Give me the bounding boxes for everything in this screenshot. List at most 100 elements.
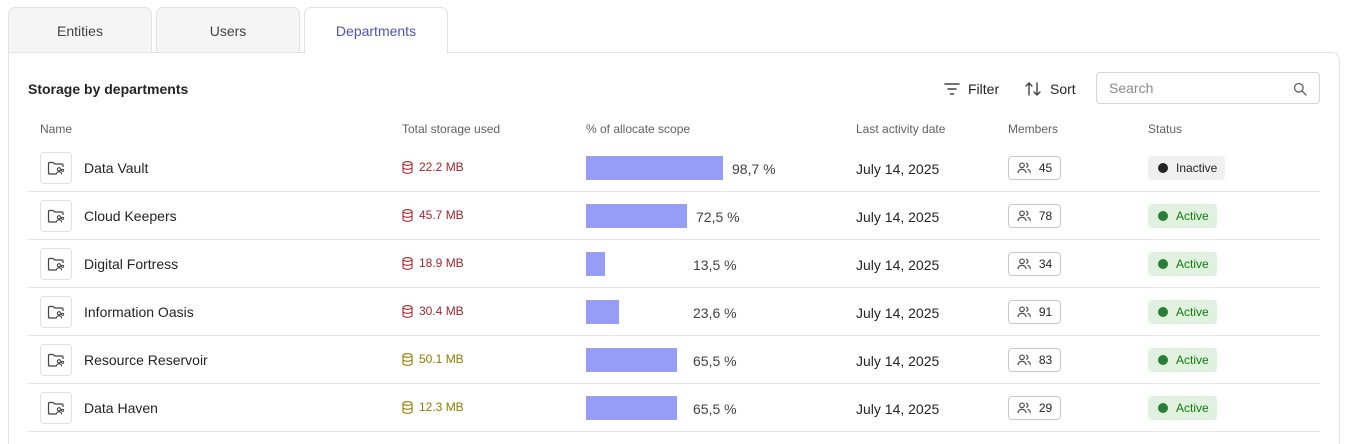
scope-bar <box>586 396 677 420</box>
scope-bar <box>586 252 605 276</box>
database-icon <box>402 400 413 414</box>
status-label: Inactive <box>1176 161 1218 175</box>
people-icon <box>1017 258 1031 270</box>
people-icon <box>1017 162 1031 174</box>
filter-button[interactable]: Filter <box>944 79 999 99</box>
people-icon <box>1017 210 1031 222</box>
status-label: Active <box>1176 209 1209 223</box>
table-row[interactable]: Digital Fortress 18.9 MB 13,5 % July 14,… <box>28 240 1320 288</box>
scope-percent: 13,5 % <box>693 257 737 273</box>
storage-used: 22.2 MB <box>402 160 464 174</box>
column-header-storage[interactable]: Total storage used <box>402 122 501 136</box>
last-activity-date: July 14, 2025 <box>856 305 940 321</box>
department-name[interactable]: Cloud Keepers <box>84 208 177 224</box>
department-name[interactable]: Digital Fortress <box>84 256 179 272</box>
status-dot <box>1158 307 1168 317</box>
storage-used: 18.9 MB <box>402 256 464 270</box>
scope-percent: 98,7 % <box>732 161 776 177</box>
tab-label: Users <box>209 22 247 39</box>
department-name[interactable]: Resource Reservoir <box>84 352 208 368</box>
status-badge: Active <box>1148 300 1217 324</box>
storage-value: 45.7 MB <box>419 208 464 222</box>
database-icon <box>402 304 413 318</box>
tab-departments[interactable]: Departments <box>304 7 448 54</box>
scope-bar <box>586 300 619 324</box>
column-header-status[interactable]: Status <box>1148 122 1183 136</box>
tab-users[interactable]: Users <box>156 7 300 53</box>
scope-percent: 65,5 % <box>693 353 737 369</box>
last-activity-date: July 14, 2025 <box>856 209 940 225</box>
department-folder-icon <box>40 152 72 184</box>
sort-button[interactable]: Sort <box>1024 79 1076 99</box>
storage-used: 30.4 MB <box>402 304 464 318</box>
status-dot <box>1158 259 1168 269</box>
people-icon <box>1017 306 1031 318</box>
status-dot <box>1158 355 1168 365</box>
status-dot <box>1158 403 1168 413</box>
status-label: Active <box>1176 353 1209 367</box>
storage-used: 45.7 MB <box>402 208 464 222</box>
members-count: 34 <box>1038 257 1053 271</box>
search-input[interactable] <box>1109 80 1289 96</box>
scope-bar <box>586 156 723 180</box>
scope-bar <box>586 204 687 228</box>
last-activity-date: July 14, 2025 <box>856 161 940 177</box>
table-row[interactable]: Data Vault 22.2 MB 98,7 % July 14, 2025 … <box>28 144 1320 192</box>
database-icon <box>402 256 413 270</box>
scope-percent: 72,5 % <box>696 209 740 225</box>
members-count: 78 <box>1038 209 1053 223</box>
tab-label: Departments <box>335 23 417 39</box>
members-button[interactable]: 91 <box>1008 300 1061 324</box>
last-activity-date: July 14, 2025 <box>856 401 940 417</box>
storage-value: 30.4 MB <box>419 304 464 318</box>
database-icon <box>402 208 413 222</box>
storage-value: 18.9 MB <box>419 256 464 270</box>
table-row[interactable]: Data Haven 12.3 MB 65,5 % July 14, 2025 … <box>28 384 1320 432</box>
column-header-scope[interactable]: % of allocate scope <box>586 122 691 136</box>
tab-entities[interactable]: Entities <box>8 7 152 53</box>
sort-label: Sort <box>1050 81 1076 97</box>
members-button[interactable]: 78 <box>1008 204 1061 228</box>
column-header-name[interactable]: Name <box>40 122 73 136</box>
status-dot <box>1158 163 1168 173</box>
storage-value: 12.3 MB <box>419 400 464 414</box>
members-button[interactable]: 83 <box>1008 348 1061 372</box>
panel-title: Storage by departments <box>28 81 189 97</box>
members-count: 29 <box>1038 401 1053 415</box>
department-name[interactable]: Data Vault <box>84 160 149 176</box>
department-folder-icon <box>40 296 72 328</box>
people-icon <box>1017 402 1031 414</box>
status-badge: Active <box>1148 204 1217 228</box>
department-folder-icon <box>40 248 72 280</box>
status-label: Active <box>1176 257 1209 271</box>
status-badge: Active <box>1148 396 1217 420</box>
tab-label: Entities <box>57 22 103 39</box>
status-badge: Active <box>1148 252 1217 276</box>
search-icon[interactable] <box>1293 82 1307 96</box>
filter-icon <box>944 83 960 95</box>
department-folder-icon <box>40 200 72 232</box>
scope-bar <box>586 348 677 372</box>
last-activity-date: July 14, 2025 <box>856 257 940 273</box>
table-row[interactable]: Information Oasis 30.4 MB 23,6 % July 14… <box>28 288 1320 336</box>
storage-value: 50.1 MB <box>419 352 464 366</box>
table-row[interactable]: Resource Reservoir 50.1 MB 65,5 % July 1… <box>28 336 1320 384</box>
departments-table: Data Vault 22.2 MB 98,7 % July 14, 2025 … <box>28 144 1320 432</box>
members-button[interactable]: 29 <box>1008 396 1061 420</box>
members-button[interactable]: 45 <box>1008 156 1061 180</box>
search-box <box>1096 72 1320 104</box>
storage-used: 50.1 MB <box>402 352 464 366</box>
column-header-activity[interactable]: Last activity date <box>856 122 946 136</box>
database-icon <box>402 160 413 174</box>
column-header-members[interactable]: Members <box>1008 122 1059 136</box>
storage-value: 22.2 MB <box>419 160 464 174</box>
last-activity-date: July 14, 2025 <box>856 353 940 369</box>
department-name[interactable]: Data Haven <box>84 400 158 416</box>
members-button[interactable]: 34 <box>1008 252 1061 276</box>
department-name[interactable]: Information Oasis <box>84 304 194 320</box>
status-dot <box>1158 211 1168 221</box>
departments-panel <box>8 52 1340 444</box>
members-count: 83 <box>1038 353 1053 367</box>
table-row[interactable]: Cloud Keepers 45.7 MB 72,5 % July 14, 20… <box>28 192 1320 240</box>
sort-icon <box>1025 82 1041 96</box>
